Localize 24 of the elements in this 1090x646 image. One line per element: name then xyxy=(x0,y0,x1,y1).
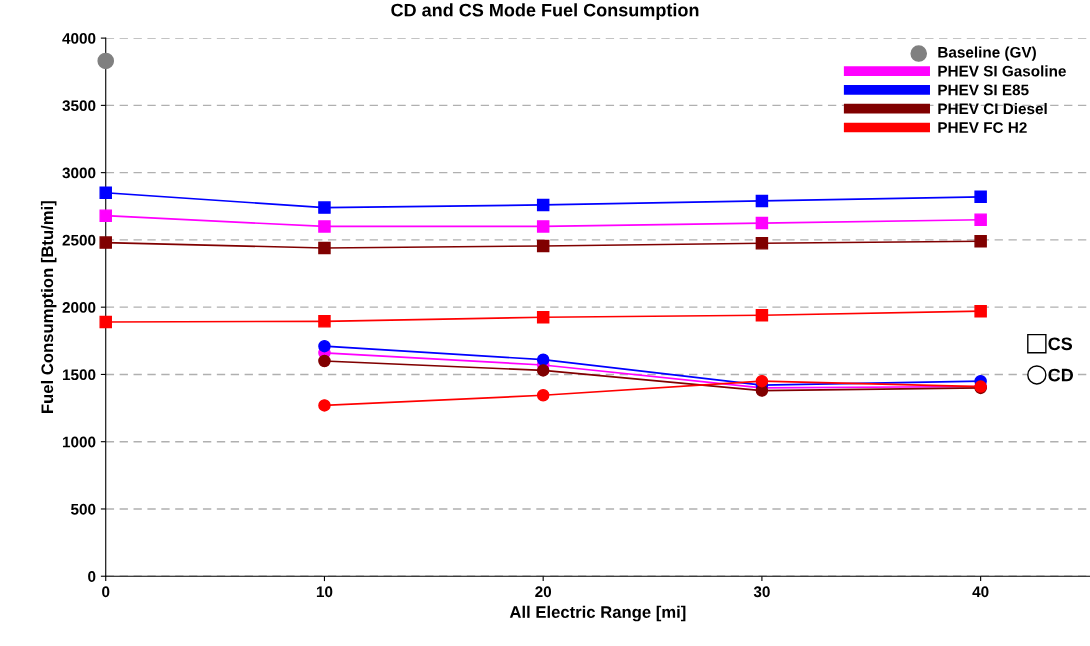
y-tick-label: 500 xyxy=(70,503,96,515)
y-tick-label: 4000 xyxy=(62,32,96,44)
legend-label: PHEV FC H2 xyxy=(938,122,1027,134)
y-tick-label: 2500 xyxy=(62,234,96,246)
y-tick-label: 3000 xyxy=(62,167,96,179)
y-tick-label: 2000 xyxy=(62,302,96,313)
annotation: CS xyxy=(1048,337,1073,351)
y-tick-label: 1500 xyxy=(62,369,96,381)
y-tick-label: 1000 xyxy=(62,436,96,448)
legend-label: PHEV SI Gasoline xyxy=(938,65,1066,77)
x-axis-title: All Electric Range [mi] xyxy=(509,605,686,622)
legend-label: Baseline (GV) xyxy=(938,46,1036,61)
legend-label: PHEV CI Diesel xyxy=(938,102,1047,115)
x-tick-label: 10 xyxy=(316,586,333,598)
y-tick-label: 3500 xyxy=(62,100,96,112)
x-tick-label: 30 xyxy=(753,586,770,598)
x-tick-label: 20 xyxy=(535,586,552,598)
annotation: CD xyxy=(1048,368,1073,382)
chart-title: CD and CS Mode Fuel Consumption xyxy=(391,3,699,21)
x-tick-label: 0 xyxy=(102,586,110,598)
legend-label: PHEV SI E85 xyxy=(938,84,1029,96)
y-tick-label: 0 xyxy=(88,571,96,582)
x-tick-label: 40 xyxy=(972,586,989,598)
y-axis-title: Fuel Consumption [Btu/mi] xyxy=(40,201,57,413)
